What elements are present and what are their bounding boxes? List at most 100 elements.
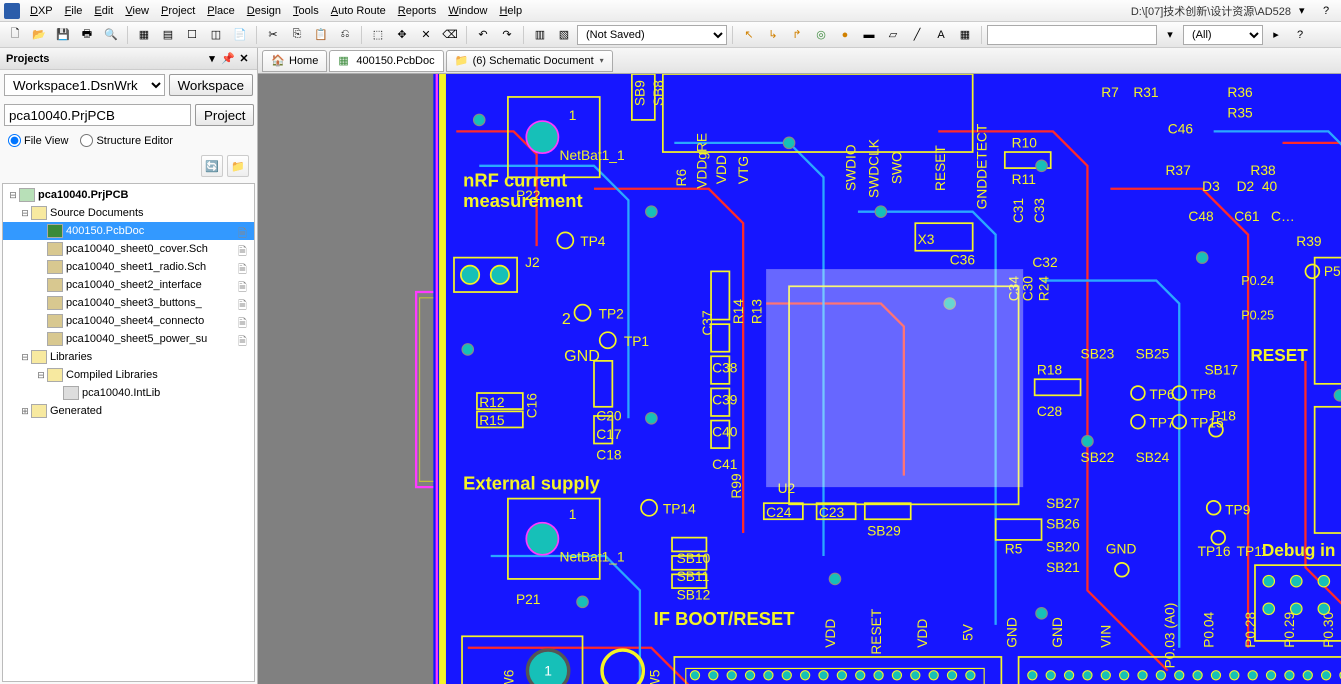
menu-autoroute[interactable]: Auto Route	[325, 3, 392, 19]
new-icon[interactable]: 🗋	[4, 24, 26, 46]
pcb-tab[interactable]: ▦400150.PcbDoc	[329, 50, 443, 72]
svg-text:R18: R18	[1037, 363, 1063, 378]
project-button[interactable]: Project	[195, 104, 254, 126]
filter-input[interactable]	[987, 25, 1157, 45]
folder-icon[interactable]: 📁	[227, 155, 249, 177]
open-icon[interactable]: 📂	[28, 24, 50, 46]
chevron-down-icon[interactable]: ▾	[600, 56, 604, 65]
tool-icon[interactable]: ☐	[181, 24, 203, 46]
pcb-editor-view[interactable]: 1 NetBat1_1 P22 nRF current measurement …	[258, 74, 1341, 684]
project-tree[interactable]: ⊟pca10040.PrjPCB ⊟Source Documents 40015…	[2, 183, 255, 682]
svg-text:R11: R11	[1012, 172, 1036, 187]
menu-edit[interactable]: Edit	[88, 3, 119, 19]
menu-tools[interactable]: Tools	[287, 3, 325, 19]
svg-text:R39: R39	[1296, 234, 1321, 249]
svg-text:SB12: SB12	[677, 588, 711, 603]
line-icon[interactable]: ╱	[906, 24, 928, 46]
tree-doc[interactable]: pca10040_sheet1_radio.Sch🗎	[3, 258, 254, 276]
deselect-icon[interactable]: ✕	[415, 24, 437, 46]
chevron-down-icon[interactable]: ▾	[1299, 4, 1309, 17]
svg-text:R7: R7	[1101, 85, 1119, 100]
poly-icon[interactable]: ▱	[882, 24, 904, 46]
panel-title-bar[interactable]: Projects ▾ 📌 ✕	[0, 48, 257, 70]
clear-icon[interactable]: ⌫	[439, 24, 461, 46]
workspace-button[interactable]: Workspace	[169, 74, 253, 96]
svg-text:R35: R35	[1227, 106, 1253, 121]
workspace-path[interactable]: D:\[07]技术创新\设计资源\AD528	[1131, 3, 1299, 19]
svg-text:C…: C…	[1271, 209, 1295, 224]
help2-icon[interactable]: ?	[1289, 24, 1311, 46]
redo-icon[interactable]: ↷	[496, 24, 518, 46]
save-state-combo[interactable]: (Not Saved)	[577, 25, 727, 45]
tool-icon[interactable]: ▤	[157, 24, 179, 46]
svg-text:GND: GND	[1004, 617, 1019, 648]
route2-icon[interactable]: ↱	[786, 24, 808, 46]
route-icon[interactable]: ↳	[762, 24, 784, 46]
close-icon[interactable]: ✕	[237, 52, 251, 66]
doc-status-icon: 🗎	[238, 261, 250, 273]
pin-icon[interactable]: 📌	[221, 52, 235, 66]
layers-icon[interactable]: ▥	[529, 24, 551, 46]
copy-icon[interactable]: ⎘	[286, 24, 308, 46]
svg-text:TP7: TP7	[1149, 415, 1174, 430]
apply-icon[interactable]: ▸	[1265, 24, 1287, 46]
tree-doc[interactable]: pca10040_sheet4_connecto🗎	[3, 312, 254, 330]
structure-editor-radio[interactable]: Structure Editor	[80, 134, 172, 147]
tree-doc[interactable]: pca10040_sheet0_cover.Sch🗎	[3, 240, 254, 258]
tree-doc[interactable]: pca10040_sheet2_interface🗎	[3, 276, 254, 294]
menu-dxp[interactable]: DXP	[24, 3, 59, 19]
doc-icon[interactable]: 📄	[229, 24, 251, 46]
project-input[interactable]	[4, 104, 191, 126]
filter-drop-icon[interactable]: ▾	[1159, 24, 1181, 46]
comp-icon[interactable]: ▦	[954, 24, 976, 46]
tree-doc-pcb[interactable]: 400150.PcbDoc🗎	[3, 222, 254, 240]
stamp-icon[interactable]: ⎌	[334, 24, 356, 46]
chevron-down-icon[interactable]: ▾	[205, 52, 219, 66]
tool-icon[interactable]: ◫	[205, 24, 227, 46]
undo-icon[interactable]: ↶	[472, 24, 494, 46]
paste-icon[interactable]: 📋	[310, 24, 332, 46]
menu-help[interactable]: Help	[493, 3, 528, 19]
save-icon[interactable]: 💾	[52, 24, 74, 46]
all-combo[interactable]: (All)	[1183, 25, 1263, 45]
pad-icon[interactable]: ●	[834, 24, 856, 46]
tree-project-root[interactable]: ⊟pca10040.PrjPCB	[3, 186, 254, 204]
file-view-radio[interactable]: File View	[8, 134, 68, 147]
tree-libraries[interactable]: ⊟Libraries	[3, 348, 254, 366]
preview-icon[interactable]: 🔍	[100, 24, 122, 46]
via-icon[interactable]: ◎	[810, 24, 832, 46]
tree-generated[interactable]: ⊞Generated	[3, 402, 254, 420]
menu-reports[interactable]: Reports	[392, 3, 443, 19]
svg-text:VDD: VDD	[823, 619, 838, 648]
schematic-tab[interactable]: 📁(6) Schematic Document▾	[446, 50, 613, 72]
refresh-icon[interactable]: 🔄	[201, 155, 223, 177]
workspace-combo[interactable]: Workspace1.DsnWrk	[4, 74, 165, 96]
cut-icon[interactable]: ✂	[262, 24, 284, 46]
menu-place[interactable]: Place	[201, 3, 241, 19]
tree-source-docs[interactable]: ⊟Source Documents	[3, 204, 254, 222]
layers2-icon[interactable]: ▧	[553, 24, 575, 46]
help-button[interactable]: ?	[1315, 0, 1337, 22]
fill-icon[interactable]: ▬	[858, 24, 880, 46]
pcb-canvas[interactable]: 1 NetBat1_1 P22 nRF current measurement …	[258, 74, 1341, 684]
tree-compiled-libs[interactable]: ⊟Compiled Libraries	[3, 366, 254, 384]
text-icon[interactable]: A	[930, 24, 952, 46]
menu-file[interactable]: File	[59, 3, 89, 19]
tree-doc[interactable]: pca10040_sheet3_buttons_🗎	[3, 294, 254, 312]
menu-window[interactable]: Window	[442, 3, 493, 19]
arrow-icon[interactable]: ↖	[738, 24, 760, 46]
tree-intlib[interactable]: pca10040.IntLib	[3, 384, 254, 402]
svg-text:1: 1	[569, 108, 577, 123]
home-tab[interactable]: 🏠Home	[262, 50, 327, 72]
print-icon[interactable]: 🖶	[76, 24, 98, 46]
move-icon[interactable]: ✥	[391, 24, 413, 46]
svg-text:SB24: SB24	[1136, 450, 1170, 465]
menu-design[interactable]: Design	[241, 3, 287, 19]
tree-doc[interactable]: pca10040_sheet5_power_su🗎	[3, 330, 254, 348]
tool-icon[interactable]: ▦	[133, 24, 155, 46]
menu-view[interactable]: View	[119, 3, 155, 19]
svg-text:VTG: VTG	[736, 156, 751, 184]
svg-text:TP2: TP2	[599, 306, 624, 321]
select-icon[interactable]: ⬚	[367, 24, 389, 46]
menu-project[interactable]: Project	[155, 3, 201, 19]
